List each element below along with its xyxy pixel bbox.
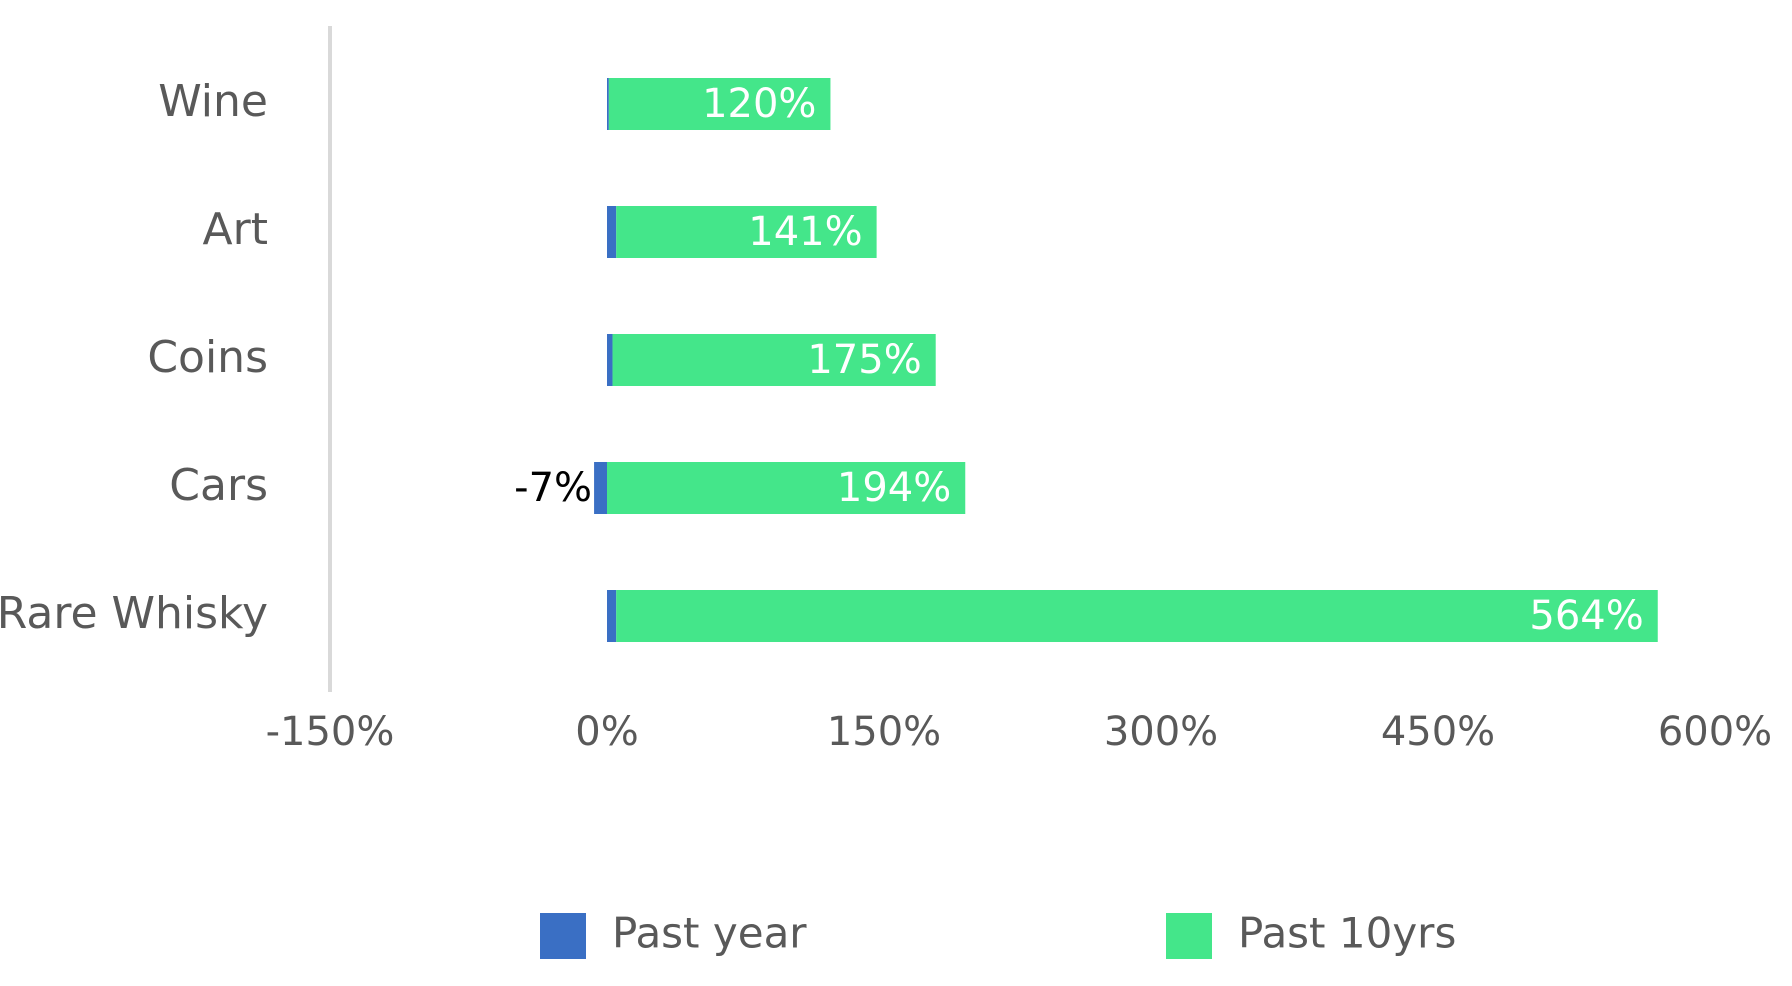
y-tick-label: Cars xyxy=(169,460,268,511)
bar xyxy=(607,78,609,130)
data-label: 141% xyxy=(748,209,862,255)
x-tick-label: 600% xyxy=(1658,709,1772,755)
x-tick-label: 450% xyxy=(1381,709,1495,755)
x-tick-label: 150% xyxy=(827,709,941,755)
x-tick-label: 300% xyxy=(1104,709,1218,755)
y-tick-label: Rare Whisky xyxy=(0,588,268,639)
data-label: 564% xyxy=(1529,593,1643,639)
y-tick-label: Coins xyxy=(147,332,268,383)
data-label: 120% xyxy=(702,81,816,127)
bar xyxy=(607,590,617,642)
bar xyxy=(616,206,877,258)
bar xyxy=(612,334,936,386)
bar xyxy=(607,462,966,514)
y-tick-label: Art xyxy=(203,204,268,255)
x-tick-label: -150% xyxy=(266,709,395,755)
legend-swatch xyxy=(540,913,586,959)
bar xyxy=(616,590,1658,642)
bar xyxy=(608,78,831,130)
legend-label: Past year xyxy=(612,909,807,958)
legend-swatch xyxy=(1166,913,1212,959)
bar xyxy=(607,206,617,258)
data-label: -7% xyxy=(514,465,592,511)
data-label: 194% xyxy=(837,465,951,511)
legend-label: Past 10yrs xyxy=(1238,909,1456,958)
y-tick-label: Wine xyxy=(158,76,268,127)
x-tick-label: 0% xyxy=(575,709,638,755)
bar xyxy=(594,462,607,514)
data-label: 175% xyxy=(807,337,921,383)
bar xyxy=(607,334,613,386)
